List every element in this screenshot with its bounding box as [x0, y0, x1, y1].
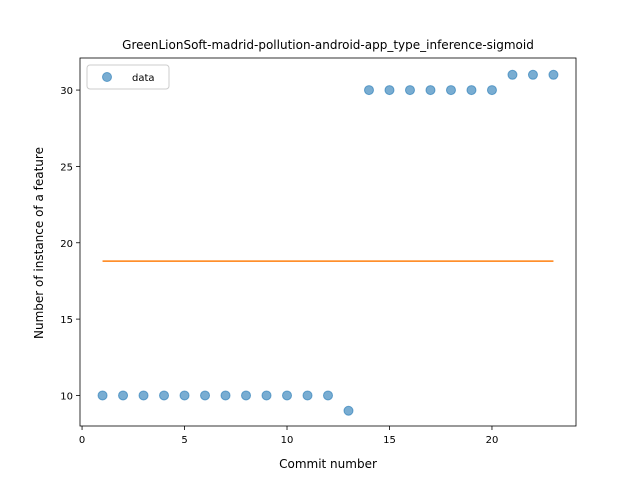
data-point [200, 390, 211, 401]
data-point [466, 85, 477, 96]
data-point [159, 390, 170, 401]
x-axis-label: Commit number [279, 457, 377, 471]
data-point [425, 85, 436, 96]
data-point [282, 390, 293, 401]
legend-box [86, 64, 170, 90]
data-point [363, 85, 374, 96]
x-tick-label: 15 [383, 435, 396, 446]
axis-ticks: 0 5 10 15 20 10 15 20 25 30 [60, 86, 498, 446]
data-point [261, 390, 272, 401]
legend: data [86, 64, 170, 90]
legend-marker-data [102, 72, 112, 82]
data-point [527, 69, 538, 80]
y-tick-label: 30 [60, 86, 73, 97]
y-tick-label: 10 [60, 391, 73, 402]
data-point [179, 390, 190, 401]
data-point [445, 85, 456, 96]
x-tick-label: 20 [486, 435, 499, 446]
data-point [507, 69, 518, 80]
chart-title: GreenLionSoft-madrid-pollution-android-a… [122, 38, 534, 52]
y-tick-label: 15 [60, 315, 73, 326]
x-tick-label: 10 [281, 435, 294, 446]
plot-area [79, 57, 577, 427]
data-point [118, 390, 129, 401]
data-point [384, 85, 395, 96]
y-tick-label: 25 [60, 162, 73, 173]
data-point [138, 390, 149, 401]
data-point [220, 390, 231, 401]
data-point [404, 85, 415, 96]
data-point [486, 85, 497, 96]
legend-label-data: data [132, 73, 155, 84]
axes-frame [79, 57, 577, 427]
y-tick-label: 20 [60, 239, 73, 250]
data-point [302, 390, 313, 401]
x-tick-label: 5 [181, 435, 187, 446]
data-point [343, 405, 354, 416]
data-point [548, 69, 559, 80]
y-axis-label: Number of instance of a feature [32, 147, 46, 339]
data-point [97, 390, 108, 401]
x-tick-label: 0 [79, 435, 85, 446]
data-point [241, 390, 252, 401]
data-point [323, 390, 333, 401]
